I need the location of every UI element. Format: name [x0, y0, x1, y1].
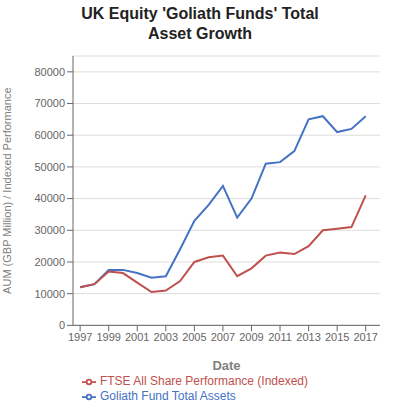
svg-text:2011: 2011	[268, 331, 292, 343]
svg-text:AUM (GBP Million) / Indexed Pe: AUM (GBP Million) / Indexed Performance	[8, 87, 13, 293]
svg-text:60000: 60000	[34, 129, 65, 141]
svg-text:2003: 2003	[154, 331, 178, 343]
svg-text:10000: 10000	[34, 288, 65, 300]
svg-text:40000: 40000	[34, 192, 65, 204]
svg-text:2009: 2009	[239, 331, 263, 343]
svg-text:2017: 2017	[353, 331, 377, 343]
svg-text:20000: 20000	[34, 256, 65, 268]
svg-text:70000: 70000	[34, 97, 65, 109]
html-text:UK Equity 'Goliath Funds' Tota: UK Equity 'Goliath Funds' Total	[81, 5, 319, 22]
html-text:Goliath Fund Total Assets: Goliath Fund Total Assets	[100, 389, 236, 404]
svg-text:2013: 2013	[296, 331, 320, 343]
svg-text:30000: 30000	[34, 224, 65, 236]
svg-text:80000: 80000	[34, 66, 65, 78]
svg-text:2005: 2005	[182, 331, 206, 343]
svg-text:Date: Date	[212, 358, 240, 373]
svg-text:2015: 2015	[325, 331, 349, 343]
svg-text:1999: 1999	[96, 331, 120, 343]
html-text:FTSE All Share Performance (In: FTSE All Share Performance (Indexed)	[100, 374, 308, 389]
svg-text:0: 0	[59, 319, 65, 331]
html-text:Asset Growth: Asset Growth	[148, 25, 252, 42]
svg-text:50000: 50000	[34, 161, 65, 173]
svg-text:2007: 2007	[211, 331, 235, 343]
svg-text:1997: 1997	[68, 331, 92, 343]
svg-text:2001: 2001	[125, 331, 149, 343]
